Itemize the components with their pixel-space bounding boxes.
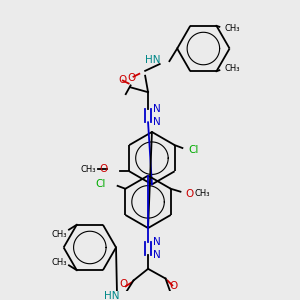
Text: CH₃: CH₃ bbox=[52, 230, 67, 239]
Text: CH₃: CH₃ bbox=[81, 165, 96, 174]
Text: HN: HN bbox=[145, 55, 161, 65]
Text: CH₃: CH₃ bbox=[224, 64, 240, 73]
Text: N: N bbox=[153, 250, 161, 260]
Text: HN: HN bbox=[104, 291, 120, 300]
Text: Cl: Cl bbox=[188, 145, 199, 155]
Text: N: N bbox=[153, 104, 161, 114]
Text: CH₃: CH₃ bbox=[194, 189, 209, 198]
Text: N: N bbox=[153, 117, 161, 127]
Text: O: O bbox=[169, 281, 177, 291]
Text: O: O bbox=[128, 73, 136, 82]
Text: N: N bbox=[153, 237, 161, 247]
Text: O: O bbox=[185, 189, 194, 199]
Text: O: O bbox=[100, 164, 108, 174]
Text: O: O bbox=[119, 75, 127, 85]
Text: Cl: Cl bbox=[96, 179, 106, 189]
Text: CH₃: CH₃ bbox=[224, 24, 240, 33]
Text: CH₃: CH₃ bbox=[52, 258, 67, 267]
Text: O: O bbox=[120, 279, 128, 290]
